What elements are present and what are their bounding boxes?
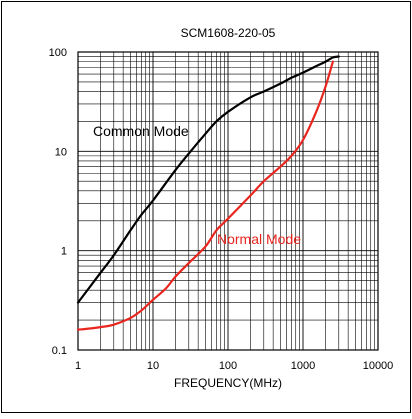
series-group — [76, 55, 340, 331]
outer-border — [1, 1, 411, 413]
y-tick-label: 0.1 — [52, 345, 67, 357]
x-tick-label: 10000 — [363, 360, 394, 372]
x-tick-label: 1000 — [291, 360, 315, 372]
tick-labels: 1 10 100 1000 10000 0.1 1 10 100 — [49, 47, 394, 372]
x-tick-label: 10 — [147, 360, 159, 372]
series-label-common-mode: Common Mode — [93, 123, 189, 139]
y-tick-label: 1 — [61, 246, 67, 258]
y-tick-label: 100 — [49, 47, 67, 59]
plot-area-border — [77, 51, 379, 351]
y-tick-label: 10 — [55, 146, 67, 158]
x-tick-label: 100 — [219, 360, 237, 372]
series-line-normal-mode — [76, 60, 334, 331]
series-label-normal-mode: Normal Mode — [217, 231, 301, 247]
x-tick-label: 1 — [75, 360, 81, 372]
x-axis-label: FREQUENCY(MHz) — [174, 376, 282, 390]
chart-title: SCM1608-220-05 — [181, 26, 276, 40]
series-line-common-mode — [76, 55, 340, 304]
